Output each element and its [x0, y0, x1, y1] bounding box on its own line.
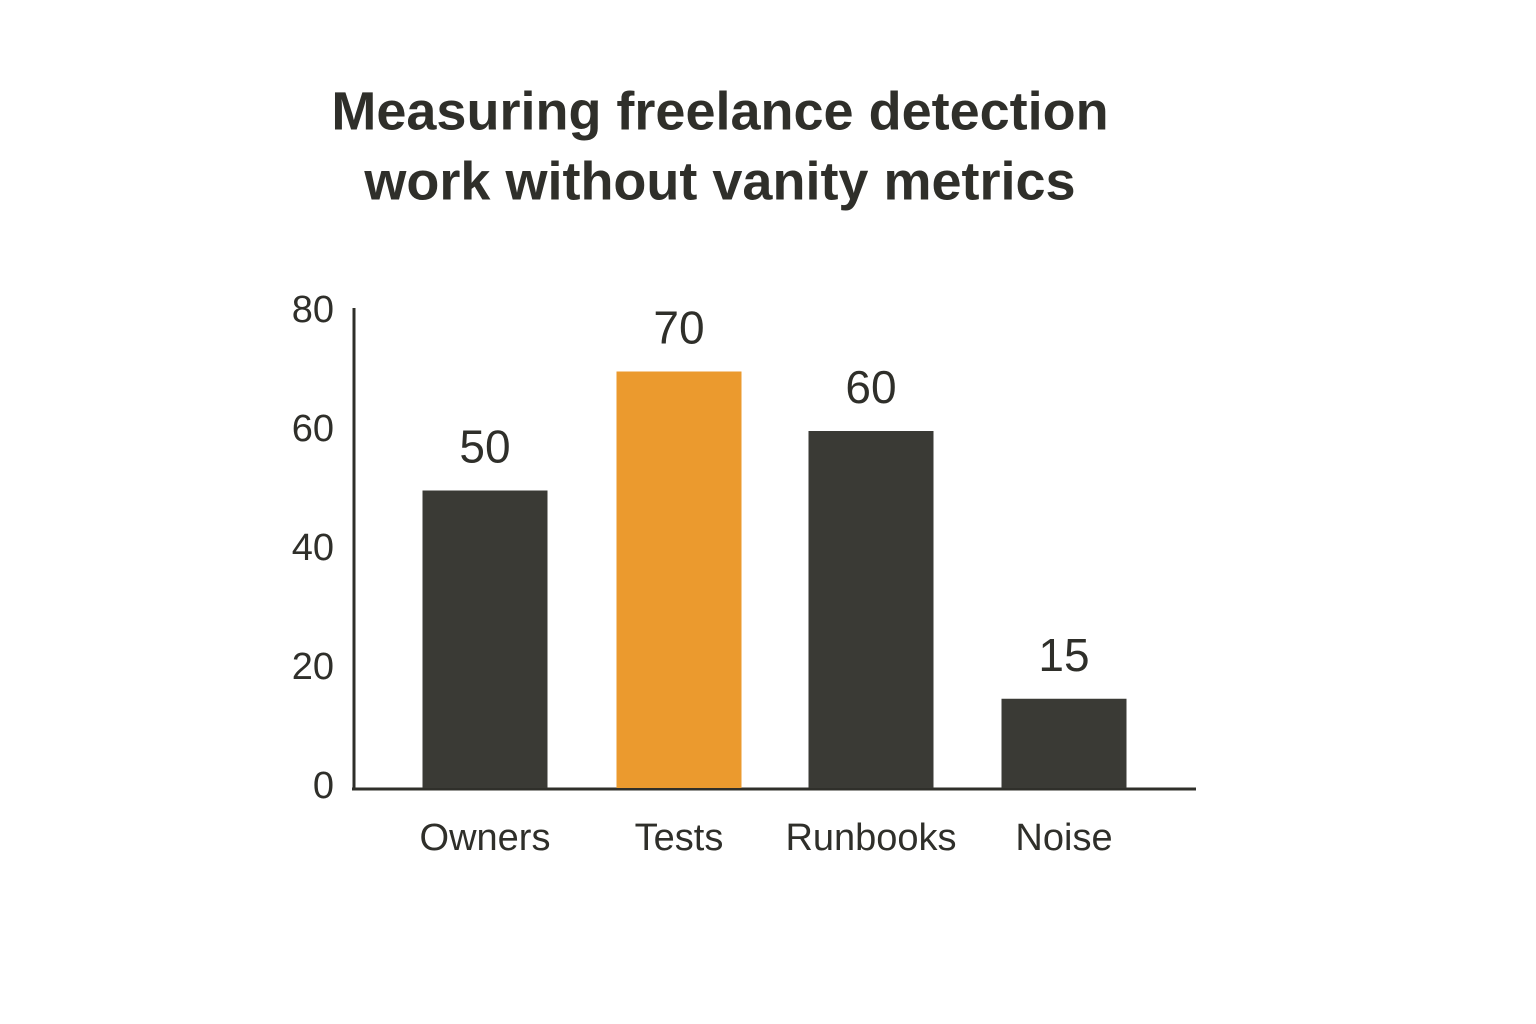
bar [1001, 698, 1127, 788]
bar [422, 490, 548, 788]
bar [808, 431, 934, 788]
y-tick-label: 80 [292, 289, 334, 331]
x-tick-label: Runbooks [785, 817, 956, 859]
x-tick-label: Tests [635, 817, 724, 859]
value-label: 70 [653, 302, 704, 354]
chart-title: work without vanity metrics [363, 151, 1075, 211]
y-tick-label: 40 [292, 527, 334, 569]
bar [616, 371, 742, 788]
value-label: 50 [459, 421, 510, 473]
value-label: 15 [1038, 629, 1089, 681]
y-tick-label: 20 [292, 646, 334, 688]
x-tick-label: Noise [1015, 817, 1112, 859]
y-tick-label: 60 [292, 408, 334, 450]
value-label: 60 [845, 361, 896, 413]
chart-title: Measuring freelance detection [331, 81, 1108, 141]
y-tick-label: 0 [313, 765, 334, 807]
x-tick-label: Owners [420, 817, 551, 859]
